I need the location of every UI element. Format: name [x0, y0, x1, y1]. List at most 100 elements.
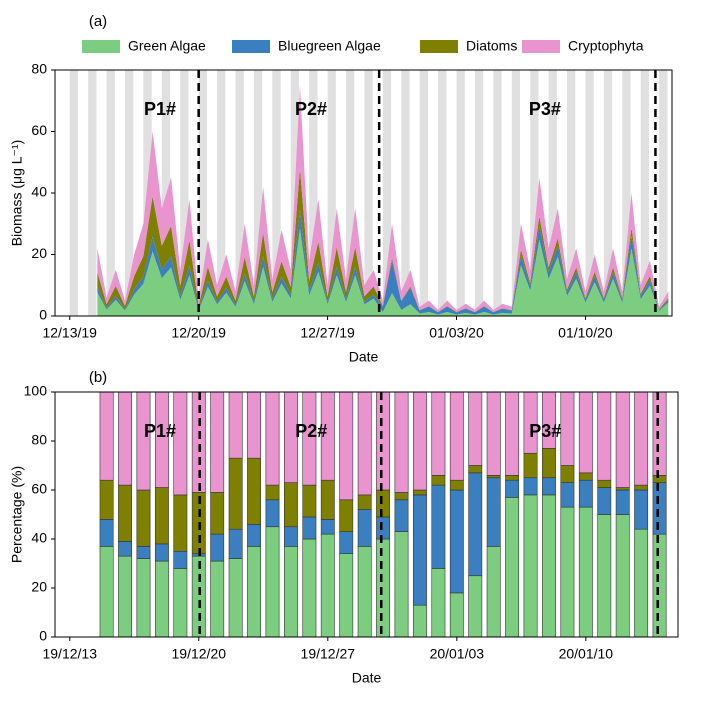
bar-segment	[413, 604, 427, 638]
bar-segment	[99, 519, 114, 547]
night-band	[69, 70, 79, 316]
bar-segment	[431, 484, 446, 569]
night-band	[161, 70, 171, 316]
bar-segment	[652, 533, 667, 638]
bar-segment	[394, 499, 409, 532]
panel-label: (b)	[89, 369, 107, 386]
x-axis-title: Date	[352, 670, 382, 686]
bar-segment	[505, 497, 520, 638]
bar-segment	[523, 452, 538, 479]
bar-segment	[265, 499, 280, 528]
y-tick-label: 0	[39, 307, 47, 323]
bar-segment	[283, 546, 298, 638]
night-band	[235, 70, 244, 316]
bar-segment	[486, 546, 501, 638]
bar-segment	[99, 479, 114, 520]
bar-segment	[560, 482, 575, 508]
bar-segment	[265, 391, 280, 486]
x-tick-label: 19/12/13	[42, 646, 97, 662]
bar-segment	[486, 474, 501, 479]
bar-segment	[505, 474, 520, 481]
bar-segment	[560, 391, 575, 466]
bar-segment	[615, 391, 630, 488]
night-band	[622, 70, 631, 316]
night-band	[585, 70, 594, 316]
night-band	[346, 70, 355, 316]
bar-segment	[154, 560, 169, 638]
period-label: P2#	[295, 421, 327, 441]
bar-segment	[615, 489, 630, 515]
x-tick-label: 20/01/03	[430, 646, 485, 662]
night-band	[88, 70, 97, 316]
period-label: P1#	[144, 421, 176, 441]
legend-swatch	[522, 40, 560, 53]
area	[97, 228, 669, 316]
bar-segment	[118, 541, 132, 557]
bar-segment	[357, 494, 372, 510]
bar-segment	[339, 391, 354, 501]
bar-segment	[652, 474, 667, 483]
bar-segment	[154, 543, 169, 562]
bar-segment	[228, 558, 243, 638]
legend-swatch	[82, 40, 120, 53]
bar-segment	[136, 489, 151, 547]
legend-label: Green Algae	[128, 38, 206, 54]
y-tick-label: 100	[24, 383, 48, 399]
bar-segment	[634, 528, 649, 638]
bar-segment	[449, 479, 464, 491]
bar-segment	[173, 568, 188, 638]
y-tick-label: 20	[31, 245, 47, 261]
bar-segment	[597, 479, 612, 488]
bar-segment	[413, 489, 427, 496]
bar-segment	[505, 391, 520, 476]
bar-segment	[265, 526, 280, 638]
bar-segment	[118, 484, 132, 542]
y-tick-label: 80	[31, 61, 47, 77]
bar-segment	[283, 526, 298, 547]
bar-segment	[154, 487, 169, 545]
bar-segment	[376, 391, 391, 491]
bar-segment	[118, 391, 132, 486]
y-tick-label: 40	[31, 184, 47, 200]
night-band	[603, 70, 613, 316]
night-band	[124, 70, 134, 316]
period-label: P1#	[144, 99, 176, 119]
bar-segment	[228, 528, 243, 559]
bar-segment	[560, 465, 575, 483]
area	[97, 209, 669, 315]
bar-segment	[173, 550, 188, 569]
bar-segment	[247, 457, 262, 525]
bar-segment	[634, 489, 649, 530]
x-axis-title: Date	[349, 349, 379, 365]
bar-segment	[228, 457, 243, 530]
night-band	[272, 70, 281, 316]
bar-segment	[228, 391, 243, 459]
bar-segment	[449, 489, 464, 594]
x-tick-label: 19/12/27	[301, 646, 356, 662]
bar-segment	[357, 509, 372, 547]
night-band	[640, 70, 649, 316]
bar-segment	[542, 448, 556, 479]
x-tick-label: 12/13/19	[42, 325, 97, 341]
area	[97, 85, 669, 312]
night-band	[567, 70, 576, 316]
x-tick-label: 01/03/20	[429, 325, 484, 341]
panel-label: (a)	[89, 13, 107, 30]
bar-segment	[413, 494, 427, 606]
bar-segment	[136, 546, 151, 559]
bar-segment	[376, 489, 391, 518]
y-tick-label: 60	[31, 122, 47, 138]
bar-segment	[394, 391, 409, 493]
bar-segment	[99, 546, 114, 638]
bar-segment	[523, 494, 538, 638]
legend-label: Bluegreen Algae	[278, 38, 381, 54]
bar-segment	[431, 568, 446, 638]
bar-segment	[210, 560, 225, 638]
bar-segment	[431, 474, 446, 486]
night-band	[419, 70, 428, 316]
bar-segment	[302, 484, 317, 518]
bar-segment	[136, 391, 151, 491]
bar-segment	[486, 477, 501, 547]
bar-segment	[118, 555, 132, 638]
